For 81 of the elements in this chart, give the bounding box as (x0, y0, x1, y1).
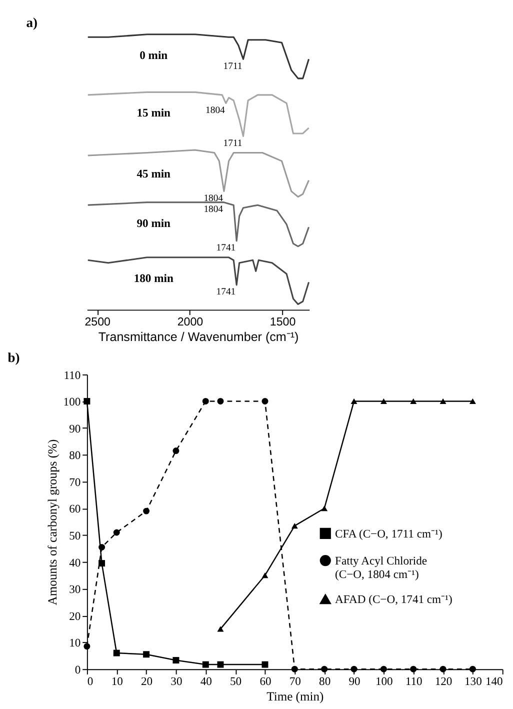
x-axis-title: Transmittance / Wavenumber (cm⁻¹) (98, 330, 299, 344)
point (98, 544, 106, 550)
point (469, 398, 476, 404)
annotation: 1711 (223, 138, 242, 149)
x-tick-label: 140 (485, 675, 504, 688)
x-tick-label: 130 (464, 675, 482, 688)
annotation: 1804 (204, 204, 224, 215)
series-label: 15 min (136, 106, 172, 120)
annotation: 1741 (216, 242, 236, 254)
series-label: 90 min (136, 216, 172, 230)
y-axis-title: Amounts of carbonyl groups (%) (46, 439, 60, 606)
x-tick-label: 100 (375, 675, 394, 688)
y-tick-label: 100 (63, 396, 81, 409)
y-tick-label: 80 (69, 449, 81, 462)
point (84, 643, 90, 650)
y-tick-label: 10 (69, 636, 81, 650)
point (321, 666, 328, 672)
chart-title: a) (26, 14, 38, 30)
point (380, 398, 387, 404)
point (113, 529, 120, 536)
x-tick-label: 30 (170, 675, 182, 688)
point (410, 398, 417, 404)
point (410, 666, 417, 672)
x-tick-label: 60 (260, 675, 272, 688)
point (350, 666, 358, 672)
x-tick-label: 2500 (84, 316, 110, 329)
x-tick-label: 40 (200, 675, 212, 688)
point (262, 661, 268, 668)
annotation: 1804 (206, 104, 226, 116)
point (172, 448, 180, 454)
y-tick-label: 30 (69, 583, 81, 596)
x-tick-label: 110 (405, 675, 423, 688)
point (217, 661, 224, 668)
point (350, 398, 358, 404)
x-tick-label: 1500 (270, 316, 296, 329)
point (143, 508, 150, 514)
x-tick-label: 70 (289, 675, 302, 688)
point (440, 398, 446, 404)
y-tick-label: 50 (69, 530, 81, 543)
x-tick-label: 80 (319, 675, 331, 688)
y-tick-label: 20 (69, 610, 81, 623)
y-tick-label: 90 (69, 422, 81, 436)
series-label: 45 min (136, 167, 172, 180)
y-tick-label: 60 (69, 502, 81, 516)
y-tick-label: 110 (64, 368, 81, 382)
point (469, 666, 476, 672)
point (291, 522, 298, 529)
annotation: 1804 (204, 192, 224, 204)
series-label: 180 min (134, 272, 174, 285)
point (98, 560, 106, 567)
x-tick-label: 120 (434, 675, 452, 688)
point (172, 657, 180, 664)
series-label: 0 min (140, 48, 168, 62)
x-tick-label: 2000 (177, 316, 204, 329)
point (202, 661, 209, 668)
x-tick-label: 50 (230, 675, 242, 688)
legend-label: CFA (C−O, 1711 cm⁻¹) (335, 527, 442, 540)
point (321, 506, 328, 512)
point (217, 398, 224, 404)
point (202, 398, 209, 404)
annotation: 1711 (223, 60, 242, 72)
point (380, 666, 387, 672)
point (217, 626, 224, 632)
y-tick-label: 40 (69, 556, 81, 570)
y-tick-label: 0 (74, 663, 81, 676)
point (262, 572, 268, 578)
point (262, 398, 268, 404)
legend-label: Fatty Acyl Chloride (C−O, 1804 cm⁻¹) (335, 554, 428, 581)
x-tick-label: 0 (87, 675, 94, 688)
point (113, 650, 120, 656)
x-tick-label: 20 (140, 675, 153, 688)
chart-title: b) (8, 350, 20, 365)
legend-label: AFAD (C−O, 1741 cm⁻¹) (335, 593, 453, 606)
x-tick-label: 10 (111, 675, 124, 688)
annotation: 1741 (216, 286, 236, 298)
point (143, 651, 150, 658)
x-axis-title: Time (min) (266, 690, 324, 704)
point (440, 666, 446, 672)
y-tick-label: 70 (69, 476, 81, 489)
x-tick-label: 90 (348, 675, 360, 688)
point (291, 666, 298, 672)
